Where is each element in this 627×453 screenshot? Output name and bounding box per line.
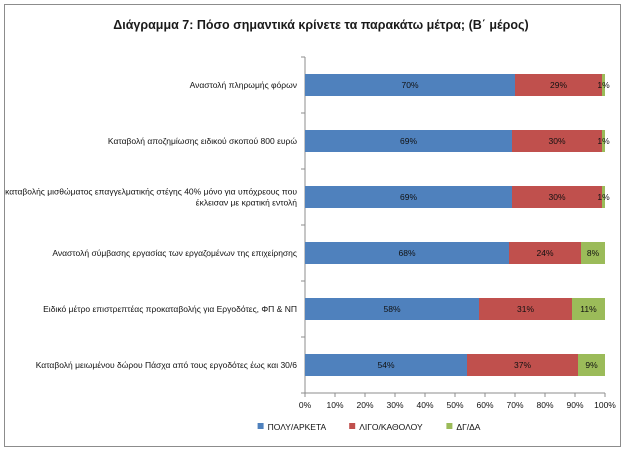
data-label: 69% [400,192,417,202]
bar-segment [509,242,581,264]
legend-swatch [257,423,264,429]
data-label: 37% [514,360,531,370]
x-axis: 0% 10% 20% 30% 40% 50% 60% 70% 80% 90% 100% [299,392,616,410]
x-tick-label: 100% [594,400,616,410]
data-label: 69% [400,136,417,146]
x-tick-label: 20% [356,400,373,410]
category-label: Επέκταση καταβολής μισθώματος επαγγελματ… [5,187,297,197]
data-label: 54% [377,360,394,370]
data-label: 58% [383,304,400,314]
x-tick-label: 30% [386,400,403,410]
category-label: έκλεισαν με κρατική εντολή [196,198,297,208]
data-label: 29% [550,80,567,90]
bar-segment [467,354,578,376]
bar-segment [305,354,467,376]
bar-segment [515,74,602,96]
bar-segment [305,130,512,152]
legend-swatch [446,423,453,429]
data-label: 11% [580,304,597,314]
data-label: 24% [536,248,553,258]
x-tick-label: 0% [299,400,312,410]
bar-segment [512,130,602,152]
bar-segment [602,74,605,96]
category-label: Αναστολή σύμβασης εργασίας των εργαζομέν… [52,248,297,258]
x-tick-label: 80% [536,400,553,410]
chart-frame: Διάγραμμα 7: Πόσο σημαντικά κρίνετε τα π… [4,4,621,447]
bar-segment [479,298,572,320]
bar-segment [305,298,479,320]
category-label: Καταβολή μειωμένου δώρου Πάσχα από τους … [36,360,298,370]
legend: ΠΟΛΥ/ΑΡΚΕΤΑ ΛΙΓΟ/ΚΑΘΟΛΟΥ ΔΓ/ΔΑ [257,422,481,432]
bar-segment [602,186,605,208]
category-label: Ειδικό μέτρο επιστρεπτέας προκαταβολής γ… [43,304,297,314]
data-label: 1% [597,80,610,90]
data-label: 1% [597,136,610,146]
data-label: 30% [548,136,565,146]
bar-segment [305,74,515,96]
bar-segment [572,298,605,320]
data-label: 8% [587,248,600,258]
data-label: 31% [517,304,534,314]
legend-swatch [349,423,356,429]
bar-segment [581,242,605,264]
x-tick-label: 40% [416,400,433,410]
x-tick-label: 10% [326,400,343,410]
stacked-bar-chart: Διάγραμμα 7: Πόσο σημαντικά κρίνετε τα π… [5,18,616,432]
legend-label: ΔΓ/ΔΑ [456,422,480,432]
data-label: 68% [398,248,415,258]
bar-segment [602,130,605,152]
x-tick-label: 50% [446,400,463,410]
legend-label: ΠΟΛΥ/ΑΡΚΕΤΑ [268,422,327,432]
bar-segment [305,186,512,208]
x-tick-label: 90% [566,400,583,410]
category-label: Αναστολή πληρωμής φόρων [190,80,297,90]
bar-segment [512,186,602,208]
data-label: 1% [597,192,610,202]
plot-area: 70% 29% 1% Αναστολή πληρωμής φόρων 69% 30% 1% Κ… [5,56,610,394]
x-tick-label: 60% [476,400,493,410]
legend-label: ΛΙΓΟ/ΚΑΘΟΛΟΥ [359,422,423,432]
data-label: 30% [548,192,565,202]
data-label: 70% [401,80,418,90]
category-label: Καταβολή αποζημίωσης ειδικού σκοπού 800 … [108,136,297,146]
x-tick-label: 70% [506,400,523,410]
chart-title: Διάγραμμα 7: Πόσο σημαντικά κρίνετε τα π… [113,18,528,32]
bar-segment [305,242,509,264]
bar-segment [578,354,605,376]
data-label: 9% [585,360,598,370]
